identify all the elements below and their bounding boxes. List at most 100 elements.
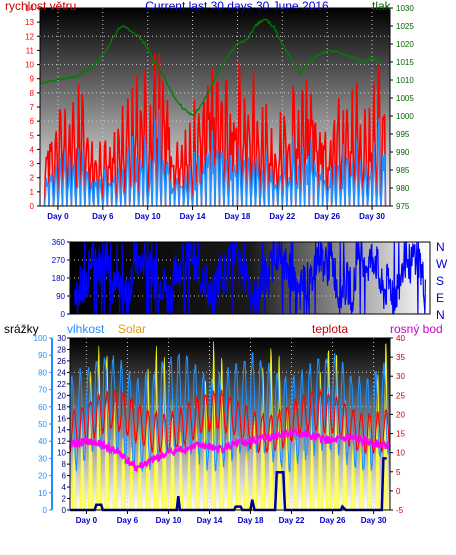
day-tick-label: Day 22 [269,212,295,221]
temperature-tick-label: 25 [396,391,405,400]
humidity-tick-label: 6 [62,472,67,481]
wind-pressure-x-axis: Day 0 Day 6 Day 10 Day 14 Day 18 Day 22 Day 26… [47,206,386,221]
temperature-label: teplota [312,322,348,336]
direction-tick-label: 360 [52,238,66,247]
day-tick-label: Day 26 [314,212,340,221]
rain-tick-label: 30 [38,454,47,463]
wind-tick-label: 14 [25,4,34,13]
temperature-tick-label: 0 [396,487,401,496]
pressure-tick-label: 980 [396,184,410,193]
direction-degree-axis: 0 90 180 270 360 [52,238,70,319]
direction-tick-label: 90 [56,292,65,301]
humidity-series [69,352,391,473]
dewpoint-label: rosný bod [390,322,443,336]
rain-tick-label: 100 [34,334,48,343]
wind-tick-label: 9 [30,75,35,84]
rain-tick-label: 70 [38,386,47,395]
dewpoint-series [69,427,391,474]
rain-tick-label: 40 [38,437,47,446]
solar-label: Solar [118,322,146,336]
temperature-axis: -5 0 5 10 15 20 25 30 35 40 [390,334,405,515]
humidity-tick-label: 10 [57,449,66,458]
humidity-tick-label: 28 [57,345,66,354]
wind-tick-label: 13 [25,18,34,27]
wind-direction-series [74,241,426,315]
humidity-tick-label: 24 [57,368,66,377]
day-tick-label: Day 22 [279,516,305,525]
humidity-tick-label: 18 [57,403,66,412]
humidity-tick-label: 26 [57,357,66,366]
rain-tick-label: 80 [38,368,47,377]
pressure-tick-label: 1015 [396,58,414,67]
wind-tick-label: 2 [30,174,35,183]
rain-axis-label: srážky [4,322,39,336]
pressure-tick-label: 985 [396,166,410,175]
chart-title: Current last 30 days 30 June 2016 [145,0,329,13]
day-tick-label: Day 0 [47,212,69,221]
rain-axis: 0 10 20 30 40 50 60 70 80 90 100 [34,334,53,515]
pressure-series [39,18,382,117]
day-tick-label: Day 18 [238,516,264,525]
direction-tick-label: 180 [52,274,66,283]
wind-tick-label: 0 [30,202,35,211]
day-tick-label: Day 14 [180,212,206,221]
humidity-label: vlhkost [67,322,105,336]
temperature-tick-label: 10 [396,449,405,458]
rain-tick-label: 0 [43,506,48,515]
humidity-tick-label: 8 [62,460,67,469]
compass-label: N [436,308,445,322]
day-tick-label: Day 30 [361,516,387,525]
compass-label: S [436,274,444,288]
humidity-tick-label: 14 [57,426,66,435]
compass-label: W [436,257,448,271]
humidity-tick-label: 20 [57,391,66,400]
pressure-tick-label: 995 [396,130,410,139]
wind-tick-label: 6 [30,117,35,126]
pressure-tick-label: 975 [396,202,410,211]
humidity-tick-label: 16 [57,414,66,423]
temperature-tick-label: 20 [396,410,405,419]
temperature-series [69,389,391,455]
pressure-tick-label: 1020 [396,40,414,49]
day-tick-label: Day 14 [197,516,223,525]
wind-tick-label: 5 [30,131,35,140]
pressure-axis-label: tlak [372,0,392,13]
day-tick-label: Day 6 [117,516,139,525]
temperature-tick-label: 35 [396,353,405,362]
wind-tick-label: 11 [26,46,35,55]
wind-tick-label: 7 [30,103,35,112]
day-tick-label: Day 30 [359,212,385,221]
pressure-tick-label: 1010 [396,76,414,85]
pressure-tick-label: 990 [396,148,410,157]
wind-direction-series [74,241,426,315]
rain-humidity-x-axis: Day 0 Day 6 Day 10 Day 14 Day 18 Day 22 Day 26… [76,510,387,525]
temperature-tick-label: 5 [396,468,401,477]
humidity-tick-label: 30 [57,334,66,343]
wind-speed-axis-label: rychlost větru [5,0,76,13]
wind-tick-label: 10 [25,61,34,70]
wind-tick-label: 8 [30,89,35,98]
humidity-tick-label: 2 [62,495,67,504]
humidity-tick-label: 0 [62,506,67,515]
pressure-axis: 975 980 985 990 995 1000 1005 1010 1015 1020 1025 1… [390,4,414,211]
humidity-tick-label: 4 [62,483,67,492]
compass-label: N [436,240,445,254]
day-tick-label: Day 10 [135,212,161,221]
pressure-tick-label: 1030 [396,4,414,13]
temperature-tick-label: 15 [396,430,405,439]
pressure-tick-label: 1025 [396,22,414,31]
rain-humidity-frame [69,337,391,511]
day-tick-label: Day 26 [320,516,346,525]
pressure-tick-label: 1005 [396,94,414,103]
rain-tick-label: 90 [38,351,47,360]
temperature-tick-label: 40 [396,334,405,343]
rain-tick-label: 60 [38,403,47,412]
